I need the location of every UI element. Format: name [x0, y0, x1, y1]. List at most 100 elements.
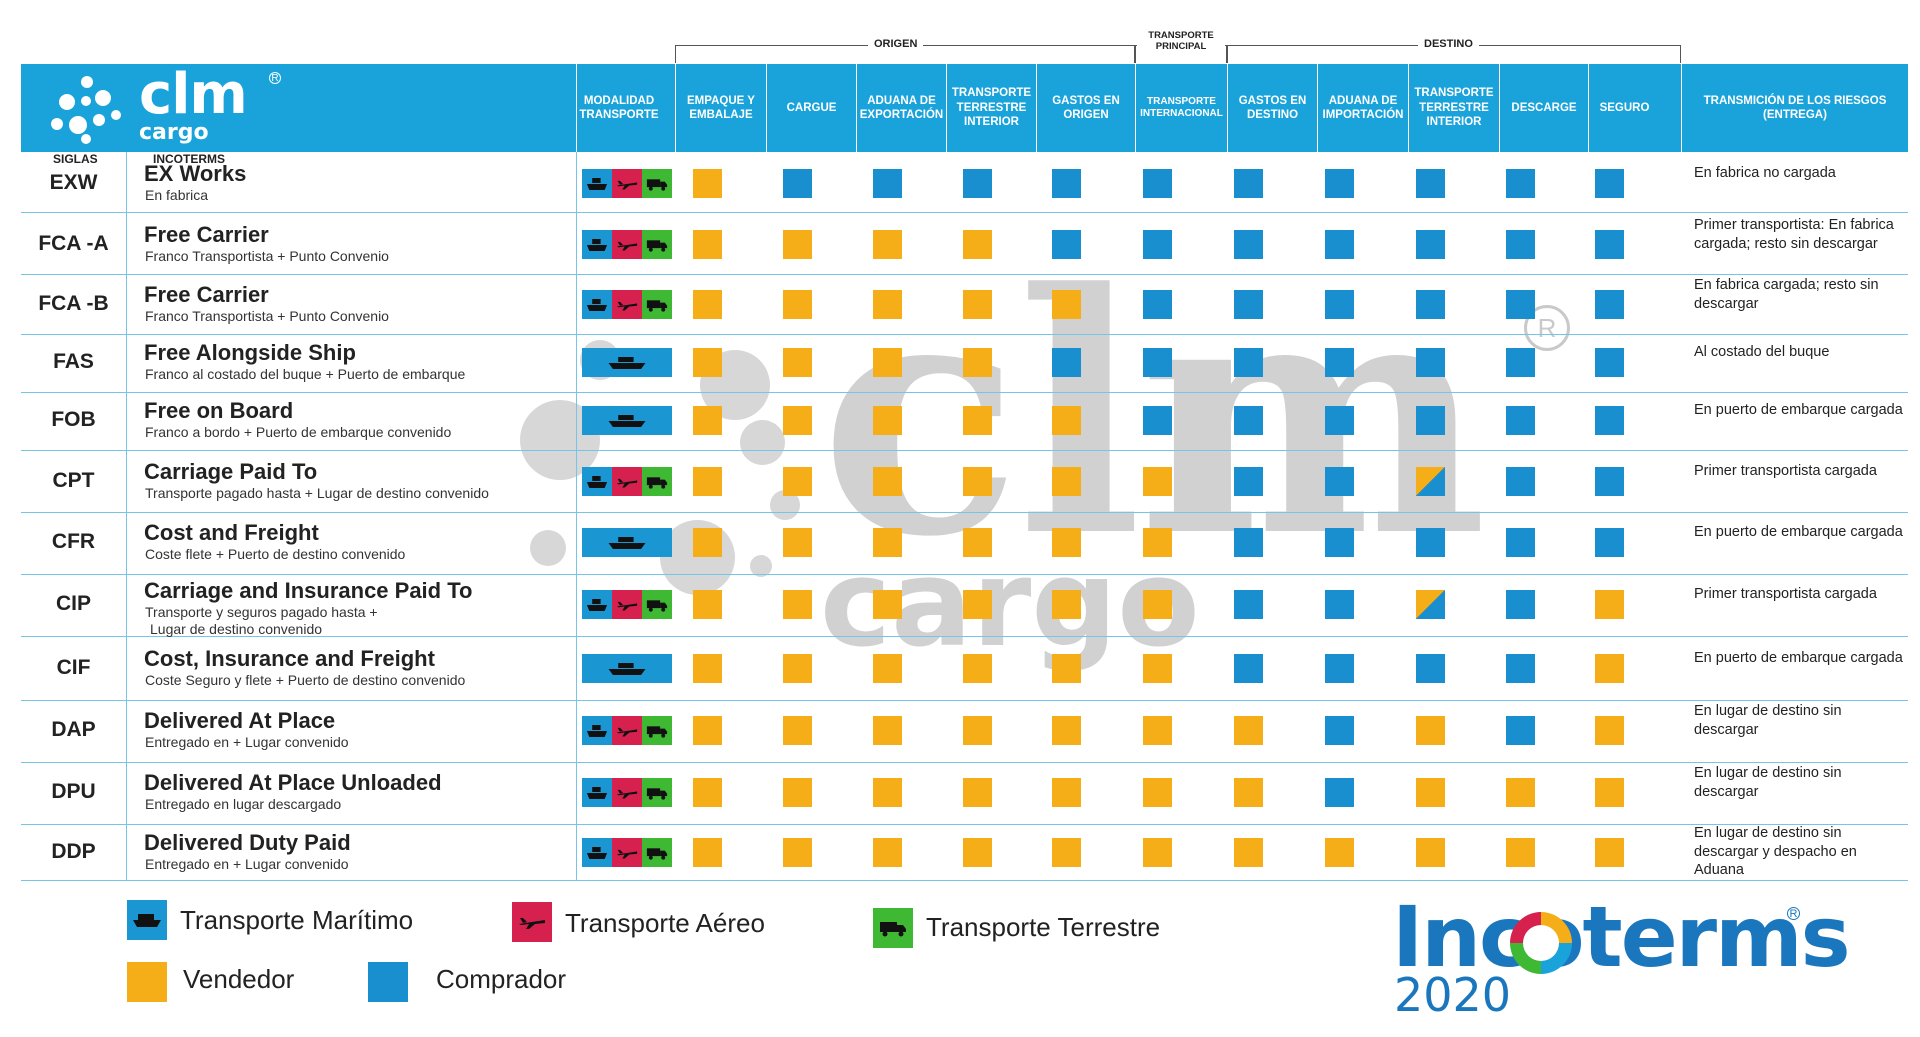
incoterm-sigla: CPT [52, 469, 95, 492]
mode-aereo [612, 838, 642, 867]
incoterm-sigla: FCA -B [38, 292, 109, 315]
watermark-dot [530, 530, 566, 566]
mode-maritimo [582, 778, 612, 807]
legend-comprador-swatch [368, 962, 408, 1002]
vendedor-marker [1234, 778, 1263, 807]
row-divider [21, 824, 1908, 825]
vendedor-marker [873, 348, 902, 377]
ship-icon [586, 475, 608, 488]
incoterm-sigla: FCA -A [38, 232, 109, 255]
vendedor-marker [1234, 716, 1263, 745]
comprador-marker [1416, 528, 1445, 557]
row-divider [21, 574, 1908, 575]
mode-maritimo [582, 590, 612, 619]
vendedor-marker [1052, 716, 1081, 745]
vendedor-marker [693, 348, 722, 377]
legend-comprador-label: Comprador [436, 964, 567, 994]
mode-maritimo [582, 406, 672, 435]
vendedor-marker [1416, 838, 1445, 867]
incoterms-registered-icon: R [1787, 907, 1800, 920]
vendedor-marker [693, 230, 722, 259]
comprador-marker [1416, 348, 1445, 377]
vendedor-marker [1416, 778, 1445, 807]
comprador-marker [1234, 528, 1263, 557]
comprador-marker [1325, 467, 1354, 496]
column-divider [126, 152, 127, 880]
row-divider [21, 762, 1908, 763]
comprador-marker [1325, 528, 1354, 557]
vendedor-marker [1143, 590, 1172, 619]
vendedor-marker [1052, 528, 1081, 557]
risk-transfer: En puerto de embarque cargada [1694, 650, 1903, 666]
incoterm-title: Free Carrier [144, 282, 269, 307]
ship-icon [608, 662, 646, 675]
comprador-marker [1595, 528, 1624, 557]
transport-mode [582, 590, 672, 619]
mode-aereo [612, 716, 642, 745]
comprador-marker [1506, 590, 1535, 619]
mode-terrestre [642, 590, 672, 619]
incoterm-subtitle: Entregado en lugar descargado [145, 796, 342, 812]
vendedor-marker [693, 290, 722, 319]
comprador-marker [1143, 169, 1172, 198]
risk-transfer: En puerto de embarque cargada [1694, 402, 1903, 418]
comprador-marker [1234, 230, 1263, 259]
incoterm-title: Delivered Duty Paid [144, 830, 351, 855]
subhead-siglas: SIGLAS [53, 152, 98, 166]
header-modalidad: MODALIDAD TRANSPORTE [576, 64, 661, 152]
vendedor-marker [783, 528, 812, 557]
comprador-marker [1143, 230, 1172, 259]
vendedor-marker [1325, 838, 1354, 867]
row-divider [21, 880, 1908, 881]
vendedor-marker [963, 590, 992, 619]
comprador-marker [1595, 290, 1624, 319]
mode-maritimo [582, 348, 672, 377]
vendedor-marker [963, 716, 992, 745]
transport-mode [582, 406, 672, 435]
legend-vendedor-swatch [127, 962, 167, 1002]
comprador-marker [1506, 290, 1535, 319]
mode-maritimo [582, 838, 612, 867]
incoterm-title: Cost and Freight [144, 520, 319, 545]
vendedor-marker [963, 348, 992, 377]
plane-icon [616, 727, 638, 736]
ship-icon [586, 724, 608, 737]
row-divider [21, 636, 1908, 637]
vendedor-marker [1595, 716, 1624, 745]
truck-icon [646, 599, 668, 612]
ship-icon [608, 356, 646, 369]
row-divider [21, 392, 1908, 393]
comprador-marker [1234, 654, 1263, 683]
mode-terrestre [642, 467, 672, 496]
mode-terrestre [642, 230, 672, 259]
incoterm-title: Delivered At Place Unloaded [144, 770, 442, 795]
group-principal: TRANSPORTE PRINCIPAL [1137, 30, 1225, 53]
vendedor-marker [873, 590, 902, 619]
mode-maritimo [582, 169, 612, 198]
vendedor-marker [693, 406, 722, 435]
incoterm-sigla: DAP [51, 718, 96, 741]
header-riesgos: TRANSMICIÓN DE LOS RIESGOS (ENTREGA) [1681, 64, 1908, 152]
comprador-marker [1325, 778, 1354, 807]
incoterm-subtitle: Coste flete + Puerto de destino convenid… [145, 546, 406, 562]
vendedor-marker [963, 838, 992, 867]
mode-maritimo [582, 290, 612, 319]
mode-terrestre [642, 838, 672, 867]
comprador-marker [1506, 467, 1535, 496]
risk-transfer: En lugar de destino sin descargar [1694, 703, 1842, 738]
incoterm-sigla: DDP [51, 840, 96, 863]
incoterm-sigla: EXW [49, 171, 98, 194]
vendedor-marker [783, 406, 812, 435]
comprador-marker [1595, 230, 1624, 259]
vendedor-marker [1595, 590, 1624, 619]
mode-aereo [612, 467, 642, 496]
shared-marker [1416, 467, 1445, 496]
ship-icon [586, 298, 608, 311]
plane-icon [519, 918, 545, 929]
comprador-marker [1143, 348, 1172, 377]
mode-maritimo [582, 716, 612, 745]
ship-icon [133, 914, 161, 927]
risk-transfer: En lugar de destino sin descargar y desp… [1694, 825, 1857, 879]
logo-cargo-text: cargo [139, 120, 209, 145]
vendedor-marker [963, 406, 992, 435]
